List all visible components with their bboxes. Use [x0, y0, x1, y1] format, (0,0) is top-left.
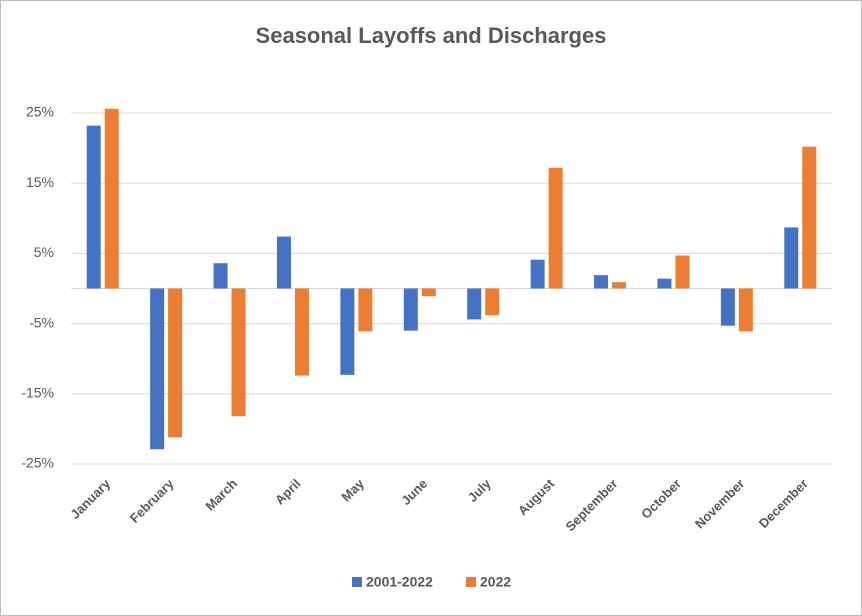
bar: [467, 288, 482, 320]
legend-label: 2001-2022: [366, 574, 433, 590]
bar: [421, 288, 436, 297]
y-tick-label: 15%: [26, 174, 54, 190]
bar: [294, 288, 309, 376]
chart-title: Seasonal Layoffs and Discharges: [256, 23, 607, 48]
bar: [720, 288, 735, 326]
bar: [150, 288, 165, 450]
bar: [548, 167, 563, 289]
bar: [231, 288, 246, 417]
y-tick-label: -15%: [21, 385, 54, 401]
bar: [340, 288, 355, 375]
bar: [168, 288, 183, 438]
bar: [403, 288, 418, 331]
bar: [657, 278, 672, 289]
legend-swatch: [466, 577, 476, 587]
y-tick-label: -25%: [21, 455, 54, 471]
bar: [675, 255, 690, 289]
bar: [612, 282, 627, 289]
bar: [213, 263, 228, 289]
y-tick-label: 25%: [26, 104, 54, 120]
legend-label: 2022: [480, 574, 511, 590]
bar: [594, 275, 609, 289]
y-tick-label: 5%: [34, 244, 54, 260]
bar: [104, 108, 119, 289]
y-tick-label: -5%: [29, 314, 54, 330]
bar: [784, 227, 799, 289]
bar: [358, 288, 373, 332]
bar: [530, 259, 545, 289]
legend-swatch: [352, 577, 362, 587]
bar: [738, 288, 753, 332]
bar: [276, 236, 291, 289]
bar: [802, 146, 817, 289]
bar: [485, 288, 500, 316]
bar: [86, 125, 101, 289]
